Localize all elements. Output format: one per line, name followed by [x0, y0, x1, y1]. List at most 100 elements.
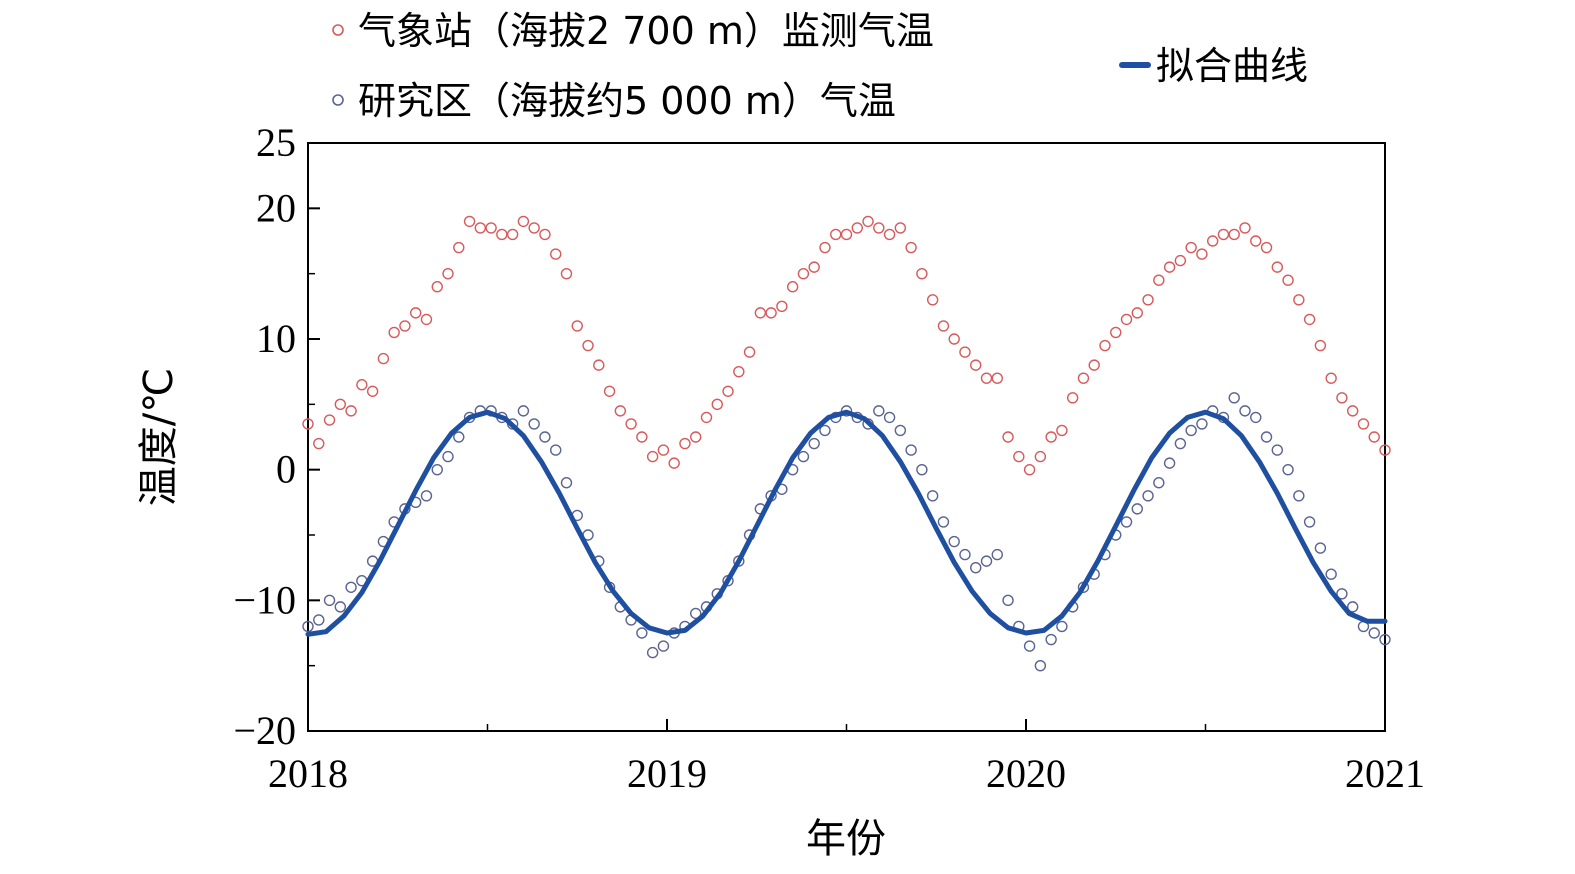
study-area-point — [926, 490, 939, 502]
x-axis: 2018 2019 2020 2021 — [268, 719, 1425, 796]
study-area-point — [1228, 392, 1240, 404]
station-point — [431, 281, 443, 293]
station-point — [1196, 248, 1208, 260]
station-point — [657, 444, 670, 456]
study-area-point — [323, 594, 336, 607]
y-tick-label: 20 — [256, 185, 296, 230]
station-point — [366, 385, 379, 397]
y-axis: −20 −10 0 10 20 25 — [233, 120, 320, 753]
station-point — [894, 222, 907, 234]
station-point — [862, 215, 874, 228]
station-point — [1174, 254, 1187, 267]
station-point — [1066, 392, 1079, 404]
station-point — [1250, 235, 1262, 247]
station-point — [797, 267, 810, 280]
station-point — [302, 418, 314, 430]
series-fit-line — [305, 409, 1388, 637]
station-point — [485, 222, 497, 234]
station-point — [980, 372, 993, 384]
station-point — [668, 457, 680, 469]
legend-label-study-area: 研究区（海拔约5 000 m）气温 — [358, 79, 896, 123]
station-point — [1271, 261, 1284, 273]
station-point — [323, 414, 336, 426]
y-tick-label: −10 — [233, 577, 296, 622]
station-point — [873, 222, 885, 234]
station-point — [679, 437, 691, 450]
study-area-point — [1346, 601, 1359, 613]
study-area-point — [528, 418, 540, 430]
station-point — [593, 359, 605, 371]
station-point — [1077, 372, 1090, 384]
station-point — [356, 379, 368, 391]
station-point — [959, 346, 971, 358]
station-point — [1099, 339, 1111, 352]
study-area-point — [883, 411, 896, 424]
study-area-point — [959, 548, 971, 561]
station-point — [388, 326, 400, 339]
study-area-point — [636, 627, 648, 639]
station-point — [377, 352, 390, 365]
study-area-point — [420, 490, 433, 502]
study-area-point — [1196, 418, 1208, 430]
study-area-point — [453, 431, 465, 443]
station-point — [517, 215, 530, 228]
station-point — [463, 215, 476, 228]
study-area-point — [334, 601, 347, 613]
station-point — [1282, 274, 1294, 286]
station-point — [722, 385, 734, 397]
station-point — [1110, 326, 1122, 339]
study-area-point — [1293, 490, 1305, 502]
study-area-point — [1336, 588, 1348, 600]
station-point — [1357, 418, 1370, 430]
station-point — [905, 241, 917, 254]
legend: 气象站（海拔2 700 m）监测气温 研究区（海拔约5 000 m）气温 拟合曲… — [332, 9, 1308, 123]
study-area-point — [442, 450, 454, 463]
station-point — [1045, 431, 1057, 443]
station-point — [883, 228, 896, 241]
station-point — [916, 267, 928, 280]
study-area-point — [1034, 659, 1047, 672]
study-area-point — [1002, 594, 1014, 607]
x-tick-label: 2021 — [1345, 751, 1425, 796]
station-point — [1260, 241, 1273, 254]
study-area-point — [1120, 516, 1133, 528]
station-point — [1088, 359, 1100, 371]
study-area-point — [539, 431, 551, 443]
study-area-point — [1185, 424, 1197, 437]
fit-curve — [305, 409, 1388, 637]
study-area-point — [970, 561, 982, 574]
study-area-point — [345, 581, 357, 593]
study-area-point — [873, 405, 885, 417]
study-area-point — [1271, 444, 1284, 456]
station-point — [636, 431, 648, 443]
station-point — [808, 261, 820, 273]
station-point — [1034, 450, 1047, 463]
station-point — [937, 320, 950, 332]
station-point — [926, 294, 939, 306]
x-tick-label: 2019 — [627, 751, 707, 796]
station-point — [1120, 313, 1133, 326]
station-point — [345, 405, 357, 417]
study-area-point — [1314, 542, 1327, 554]
station-point — [334, 398, 347, 411]
legend-label-fit: 拟合曲线 — [1156, 44, 1308, 88]
station-point — [819, 241, 831, 254]
study-area-point — [690, 607, 702, 620]
station-point — [496, 228, 508, 241]
study-area-point — [646, 646, 659, 659]
station-point — [1185, 241, 1197, 254]
station-point — [506, 228, 519, 241]
station-point — [1303, 313, 1316, 326]
plot-frame — [307, 142, 1386, 732]
legend-label-station: 气象站（海拔2 700 m）监测气温 — [358, 9, 934, 53]
station-point — [1368, 431, 1380, 443]
study-area-point — [980, 555, 993, 567]
station-point — [560, 267, 573, 280]
station-point — [1163, 261, 1176, 273]
study-area-point — [894, 424, 907, 437]
legend-marker-station — [332, 24, 344, 36]
y-tick-label: −20 — [233, 708, 296, 753]
study-area-point — [657, 640, 670, 652]
station-point — [1131, 307, 1143, 319]
station-point — [754, 307, 767, 319]
